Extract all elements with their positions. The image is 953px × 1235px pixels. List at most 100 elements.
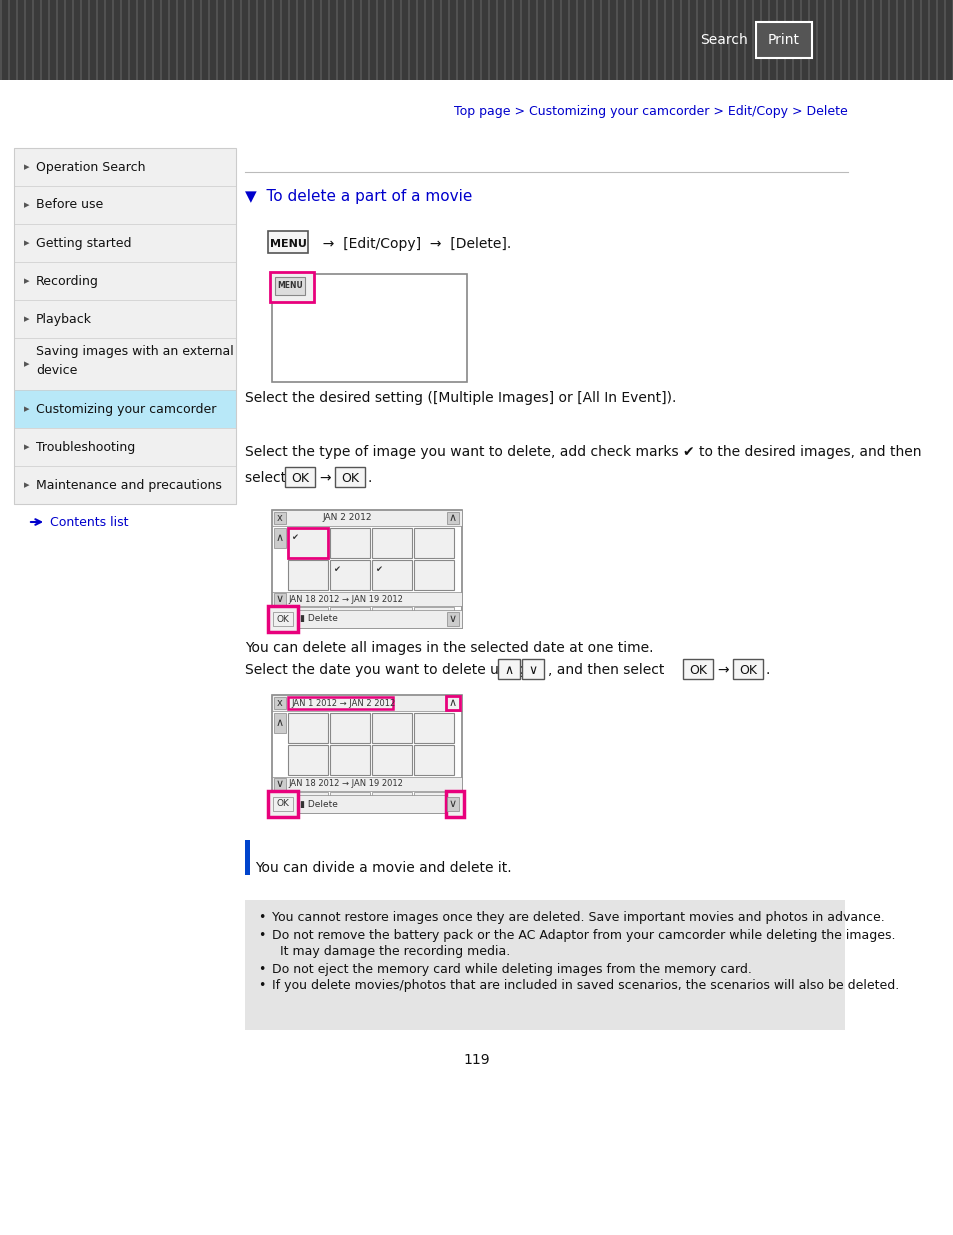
Bar <box>414 745 454 776</box>
Bar <box>696 0 698 80</box>
Bar <box>335 0 337 80</box>
Bar <box>208 0 210 80</box>
Text: ▸: ▸ <box>24 275 30 287</box>
Bar <box>0 0 2 80</box>
Text: x: x <box>276 698 283 708</box>
Bar <box>330 559 370 590</box>
Bar <box>32 0 34 80</box>
Text: Operation Search: Operation Search <box>36 161 146 173</box>
Text: ∧: ∧ <box>449 698 456 708</box>
Text: , and then select: , and then select <box>547 663 668 677</box>
Bar <box>288 0 290 80</box>
Text: ▸: ▸ <box>24 404 30 414</box>
Bar <box>439 0 441 80</box>
Bar <box>71 0 74 80</box>
Bar <box>288 745 328 776</box>
Bar <box>272 777 461 790</box>
Text: device: device <box>36 363 77 377</box>
Bar <box>760 0 761 80</box>
Text: ✔: ✔ <box>291 534 297 542</box>
Bar <box>312 0 314 80</box>
Bar <box>372 606 412 619</box>
Text: ∨: ∨ <box>275 594 284 604</box>
Text: Maintenance and precautions: Maintenance and precautions <box>36 478 222 492</box>
Bar <box>272 610 461 629</box>
Bar <box>14 300 235 338</box>
Bar <box>414 606 454 619</box>
FancyBboxPatch shape <box>274 697 286 709</box>
Bar <box>911 0 913 80</box>
Text: ▮ Delete: ▮ Delete <box>299 799 337 809</box>
Text: MENU: MENU <box>276 282 302 290</box>
Bar <box>215 0 218 80</box>
Bar <box>623 0 625 80</box>
Text: •: • <box>257 911 265 925</box>
Bar <box>631 0 634 80</box>
Bar <box>775 0 778 80</box>
Bar <box>192 0 193 80</box>
Text: ∧: ∧ <box>275 718 284 727</box>
Text: You can divide a movie and delete it.: You can divide a movie and delete it. <box>254 861 511 876</box>
FancyBboxPatch shape <box>446 697 459 710</box>
Text: OK: OK <box>276 799 289 809</box>
Text: select: select <box>245 471 291 485</box>
Bar <box>743 0 745 80</box>
Text: ▸: ▸ <box>24 359 30 369</box>
Bar <box>330 606 370 619</box>
FancyBboxPatch shape <box>447 613 458 626</box>
Bar <box>368 0 370 80</box>
FancyBboxPatch shape <box>335 467 365 487</box>
Text: OK: OK <box>739 663 757 677</box>
Bar <box>40 0 42 80</box>
Bar <box>679 0 681 80</box>
FancyBboxPatch shape <box>274 513 286 524</box>
Bar <box>14 466 235 504</box>
Bar <box>272 510 461 526</box>
Bar <box>503 0 505 80</box>
Text: ∧: ∧ <box>449 513 456 522</box>
Bar <box>783 0 785 80</box>
FancyBboxPatch shape <box>288 697 393 709</box>
Bar <box>767 0 769 80</box>
Bar <box>96 0 98 80</box>
Bar <box>607 0 609 80</box>
Bar <box>88 0 90 80</box>
Bar <box>288 529 328 558</box>
Bar <box>16 0 18 80</box>
Bar <box>735 0 738 80</box>
Bar <box>120 0 122 80</box>
Bar <box>128 0 130 80</box>
Text: ∨: ∨ <box>528 663 537 677</box>
Bar <box>463 0 465 80</box>
Bar <box>472 0 474 80</box>
FancyBboxPatch shape <box>285 467 314 487</box>
Bar <box>671 0 673 80</box>
Text: MENU: MENU <box>270 240 306 249</box>
Text: →: → <box>318 471 331 485</box>
Text: ▮ Delete: ▮ Delete <box>299 615 337 624</box>
Text: Customizing your camcorder: Customizing your camcorder <box>36 403 216 415</box>
Bar <box>330 792 370 804</box>
Bar <box>416 0 417 80</box>
Bar <box>14 148 235 504</box>
Text: 119: 119 <box>463 1053 490 1067</box>
Text: Print: Print <box>767 33 800 47</box>
Bar <box>414 559 454 590</box>
Bar <box>14 262 235 300</box>
FancyBboxPatch shape <box>521 659 543 679</box>
Bar <box>951 0 953 80</box>
Bar <box>80 0 82 80</box>
Bar <box>359 0 361 80</box>
Bar <box>288 559 328 590</box>
Bar <box>248 0 250 80</box>
Text: ▸: ▸ <box>24 480 30 490</box>
Bar <box>599 0 601 80</box>
Text: ▼  To delete a part of a movie: ▼ To delete a part of a movie <box>245 189 472 204</box>
Text: ∨: ∨ <box>275 779 284 789</box>
FancyBboxPatch shape <box>732 659 762 679</box>
Bar <box>831 0 833 80</box>
Bar <box>352 0 354 80</box>
Text: Do not remove the battery pack or the AC Adaptor from your camcorder while delet: Do not remove the battery pack or the AC… <box>272 929 895 941</box>
Bar <box>552 0 554 80</box>
Bar <box>855 0 857 80</box>
